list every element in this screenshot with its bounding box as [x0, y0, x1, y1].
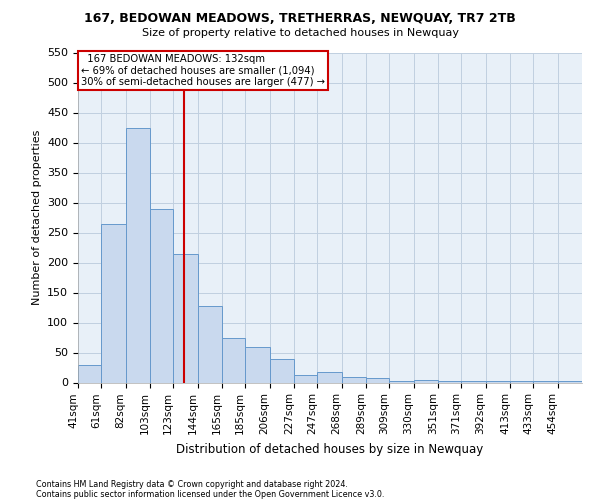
Bar [413, 380, 438, 382]
Bar [533, 380, 557, 382]
Bar [294, 374, 317, 382]
Bar [101, 224, 125, 382]
Bar [222, 338, 245, 382]
Bar [341, 376, 366, 382]
Bar [485, 380, 510, 382]
Bar [150, 208, 173, 382]
Text: Contains HM Land Registry data © Crown copyright and database right 2024.: Contains HM Land Registry data © Crown c… [36, 480, 348, 489]
Y-axis label: Number of detached properties: Number of detached properties [32, 130, 41, 305]
Bar [438, 380, 461, 382]
Bar [245, 346, 269, 382]
Bar [317, 372, 341, 382]
Bar [269, 358, 294, 382]
Text: Size of property relative to detached houses in Newquay: Size of property relative to detached ho… [142, 28, 458, 38]
Bar [78, 364, 101, 382]
Text: 167 BEDOWAN MEADOWS: 132sqm  
← 69% of detached houses are smaller (1,094)
30% o: 167 BEDOWAN MEADOWS: 132sqm ← 69% of det… [82, 54, 325, 87]
Bar [173, 254, 197, 382]
Bar [197, 306, 222, 382]
X-axis label: Distribution of detached houses by size in Newquay: Distribution of detached houses by size … [176, 442, 484, 456]
Bar [366, 378, 389, 382]
Bar [125, 128, 150, 382]
Text: 167, BEDOWAN MEADOWS, TRETHERRAS, NEWQUAY, TR7 2TB: 167, BEDOWAN MEADOWS, TRETHERRAS, NEWQUA… [84, 12, 516, 26]
Text: Contains public sector information licensed under the Open Government Licence v3: Contains public sector information licen… [36, 490, 385, 499]
